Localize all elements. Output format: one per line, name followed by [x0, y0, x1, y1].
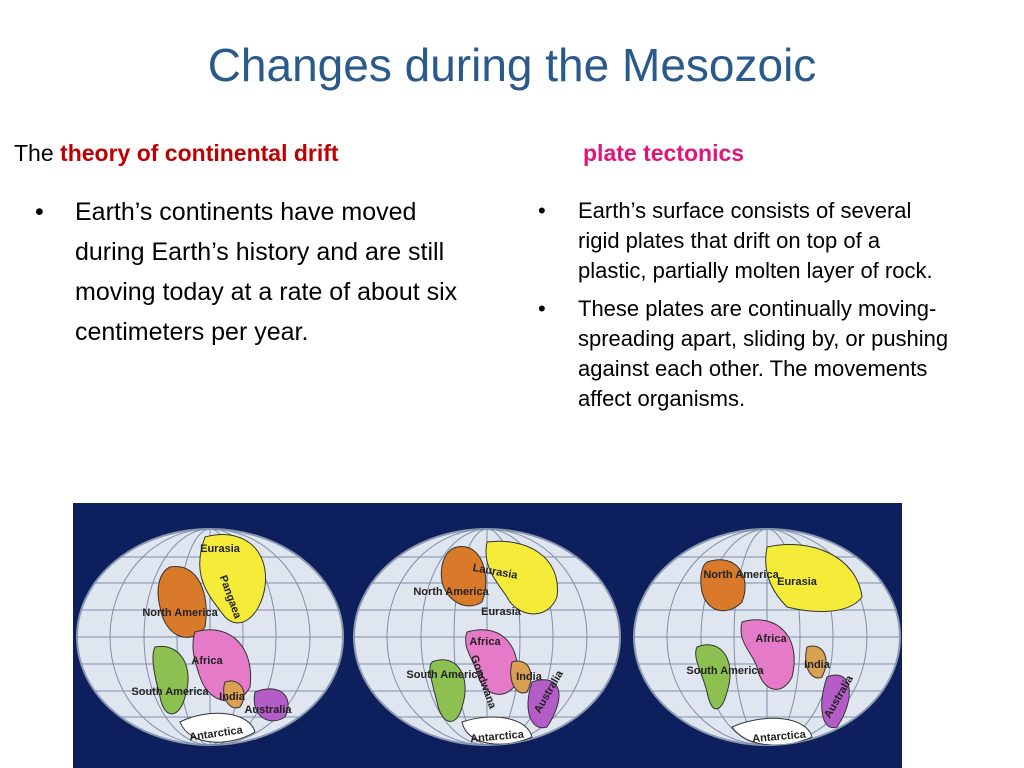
map-label: Eurasia	[777, 576, 818, 588]
bullet: Earth’s continents have moved during Ear…	[35, 192, 460, 352]
bullet: These plates are continually moving-spre…	[538, 294, 953, 414]
map-label: South America	[131, 686, 209, 698]
map-label: India	[219, 691, 246, 703]
map-label: North America	[413, 586, 489, 598]
map-label: India	[804, 659, 831, 671]
map-label: Antarctica	[752, 729, 808, 746]
map-label: South America	[686, 665, 764, 677]
map-label: North America	[703, 569, 779, 581]
heading-term: theory of continental drift	[60, 140, 339, 166]
map-label: India	[516, 671, 543, 683]
left-bullets: Earth’s continents have moved during Ear…	[35, 192, 460, 352]
slide-title: Changes during the Mesozoic	[207, 39, 817, 91]
left-heading: The theory of continental drift	[14, 140, 339, 167]
map-label: Africa	[755, 633, 787, 645]
map-label: Eurasia	[481, 606, 522, 618]
map-label: North America	[142, 607, 218, 619]
right-heading: plate tectonics	[583, 140, 745, 166]
right-bullets: Earth’s surface consists of several rigi…	[538, 196, 953, 422]
heading-prefix: The	[14, 140, 54, 166]
map-label: Antarctica	[470, 729, 526, 746]
map-label: South America	[406, 669, 484, 681]
map-label: Africa	[469, 636, 501, 648]
map-label: Africa	[191, 655, 223, 667]
map-label: Australia	[244, 704, 292, 716]
map-label: Eurasia	[200, 543, 241, 555]
bullet: Earth’s surface consists of several rigi…	[538, 196, 953, 286]
